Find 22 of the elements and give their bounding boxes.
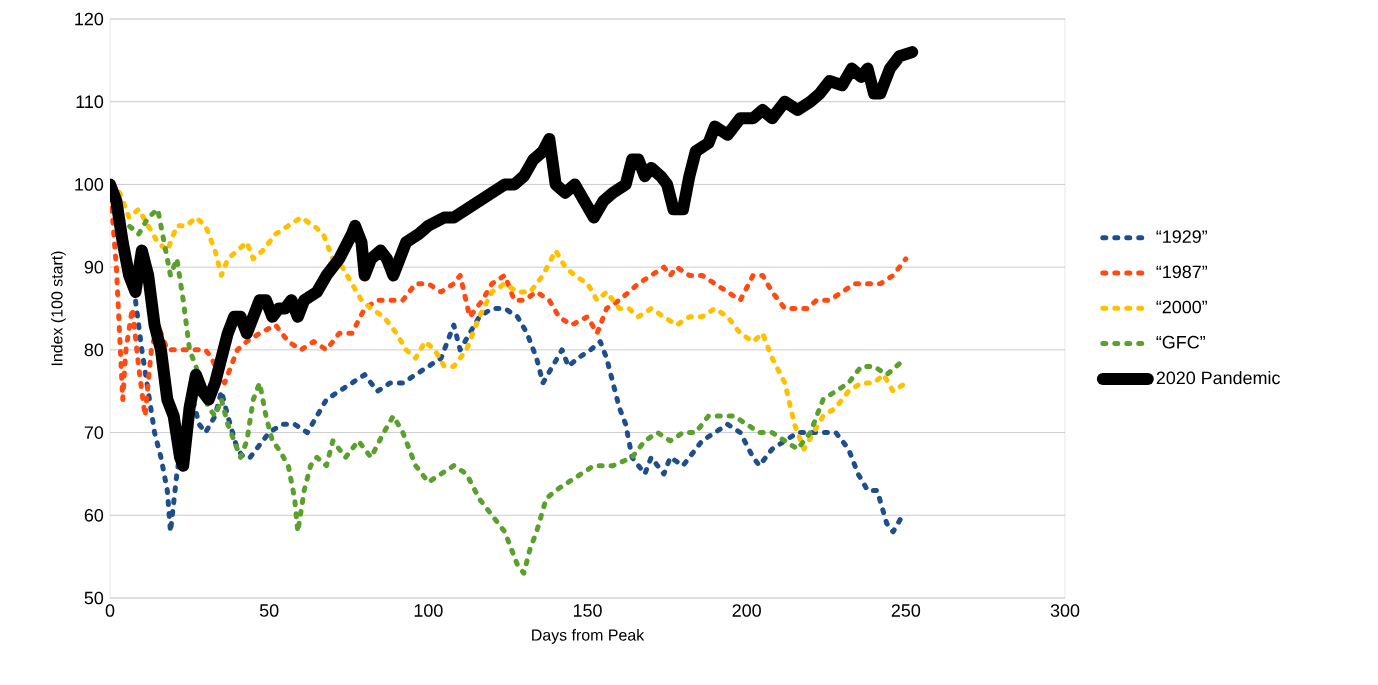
x-tick-label: 150 [573,604,602,617]
y-tick-label: 110 [76,95,104,109]
y-tick-label: 120 [75,12,104,26]
x-tick-label: 50 [259,604,279,617]
legend-label: “1987” [1156,265,1208,279]
legend-label: “GFC” [1156,335,1205,349]
x-tick-label: 0 [105,604,115,617]
y-tick-label: 100 [75,178,104,191]
y-tick-label: 90 [84,260,104,274]
y-tick-label: 50 [84,591,104,605]
y-tick-label: 60 [84,508,104,522]
x-tick-label: 250 [891,604,921,617]
legend-label: 2020 Pandemic [1156,371,1280,385]
y-axis-title: Index (100 start) [50,251,66,366]
x-tick-label: 100 [414,604,443,617]
x-tick-label: 200 [732,604,761,617]
y-tick-label: 80 [84,343,104,357]
x-axis-title: Days from Peak [532,629,645,644]
legend-label: “1929” [1156,230,1208,243]
y-tick-label: 70 [84,426,104,439]
x-tick-label: 300 [1050,604,1080,617]
legend-label: “2000” [1156,300,1208,314]
